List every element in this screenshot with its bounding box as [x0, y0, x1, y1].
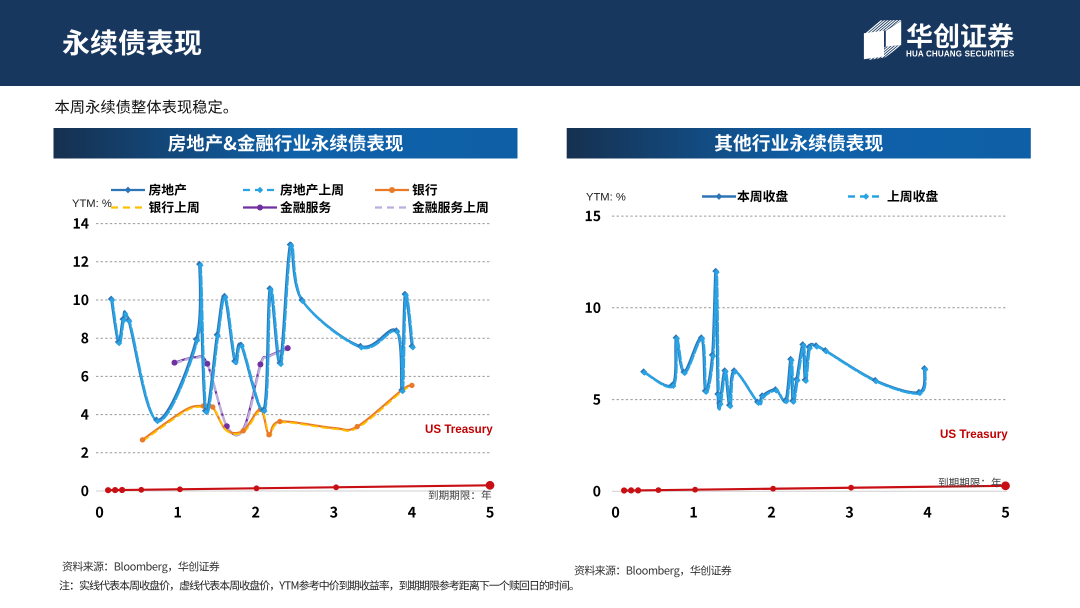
svg-text:HUA CHUANG SECURITIES: HUA CHUANG SECURITIES: [906, 50, 1015, 59]
svg-text:YTM: %: YTM: %: [72, 198, 112, 210]
svg-text:US Treasury: US Treasury: [425, 423, 493, 436]
svg-text:US Treasury: US Treasury: [940, 428, 1008, 441]
svg-text:YTM: %: YTM: %: [586, 192, 626, 204]
